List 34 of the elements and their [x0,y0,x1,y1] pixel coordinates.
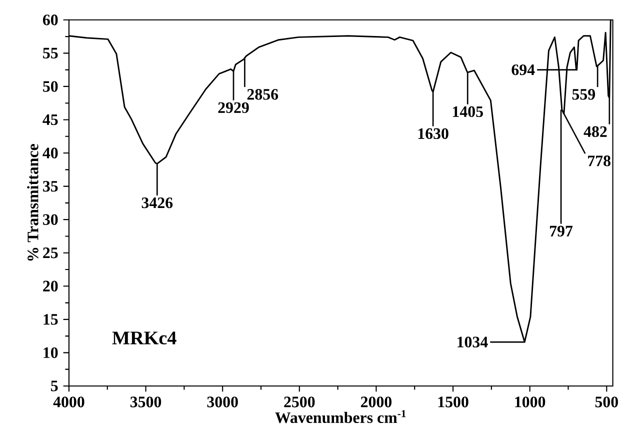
annotation: 1630 [418,128,448,140]
x-tick-label: 3500 [130,396,162,408]
y-tick-label: 10 [44,347,58,358]
x-axis-title: Wavenumbers cm$^{-1}$ [275,410,406,424]
y-tick-label: 30 [43,214,58,226]
y-tick-label: 40 [42,148,58,158]
x-tick-label: 2500 [284,396,315,408]
y-tick-label: 35 [43,181,58,192]
annotation: 3426 [142,198,173,208]
x-tick-label: 500 [595,396,618,408]
y-tick-label: 60 [42,14,58,26]
y-tick-label: 55 [43,48,58,59]
annotation: 482 [584,126,607,138]
annotation: 2929 [218,102,249,114]
y-tick-label: 5 [51,380,58,392]
y-tick-label: 45 [42,114,58,126]
annotation: 2856 [247,89,278,100]
y-axis-title: % Transmittance [27,144,38,261]
x-tick-label: 1500 [438,396,468,408]
annotation: 694 [512,64,535,76]
annotation: 778 [588,156,610,166]
y-tick-label: 50 [43,81,58,92]
y-tick-label: 15 [44,314,58,325]
annotation: 559 [572,89,596,100]
x-tick-label: 1000 [515,396,546,408]
x-tick-label: 4000 [53,396,84,408]
annotation: 797 [550,226,573,237]
y-tick-label: 25 [43,248,58,258]
x-tick-label: 3000 [207,396,238,408]
x-tick-label: 2000 [360,396,392,408]
y-tick-label: 20 [43,280,58,292]
annotation: 1034 [458,336,488,348]
annotation: 1405 [452,106,483,118]
annotation: MRKc4 [112,332,176,345]
